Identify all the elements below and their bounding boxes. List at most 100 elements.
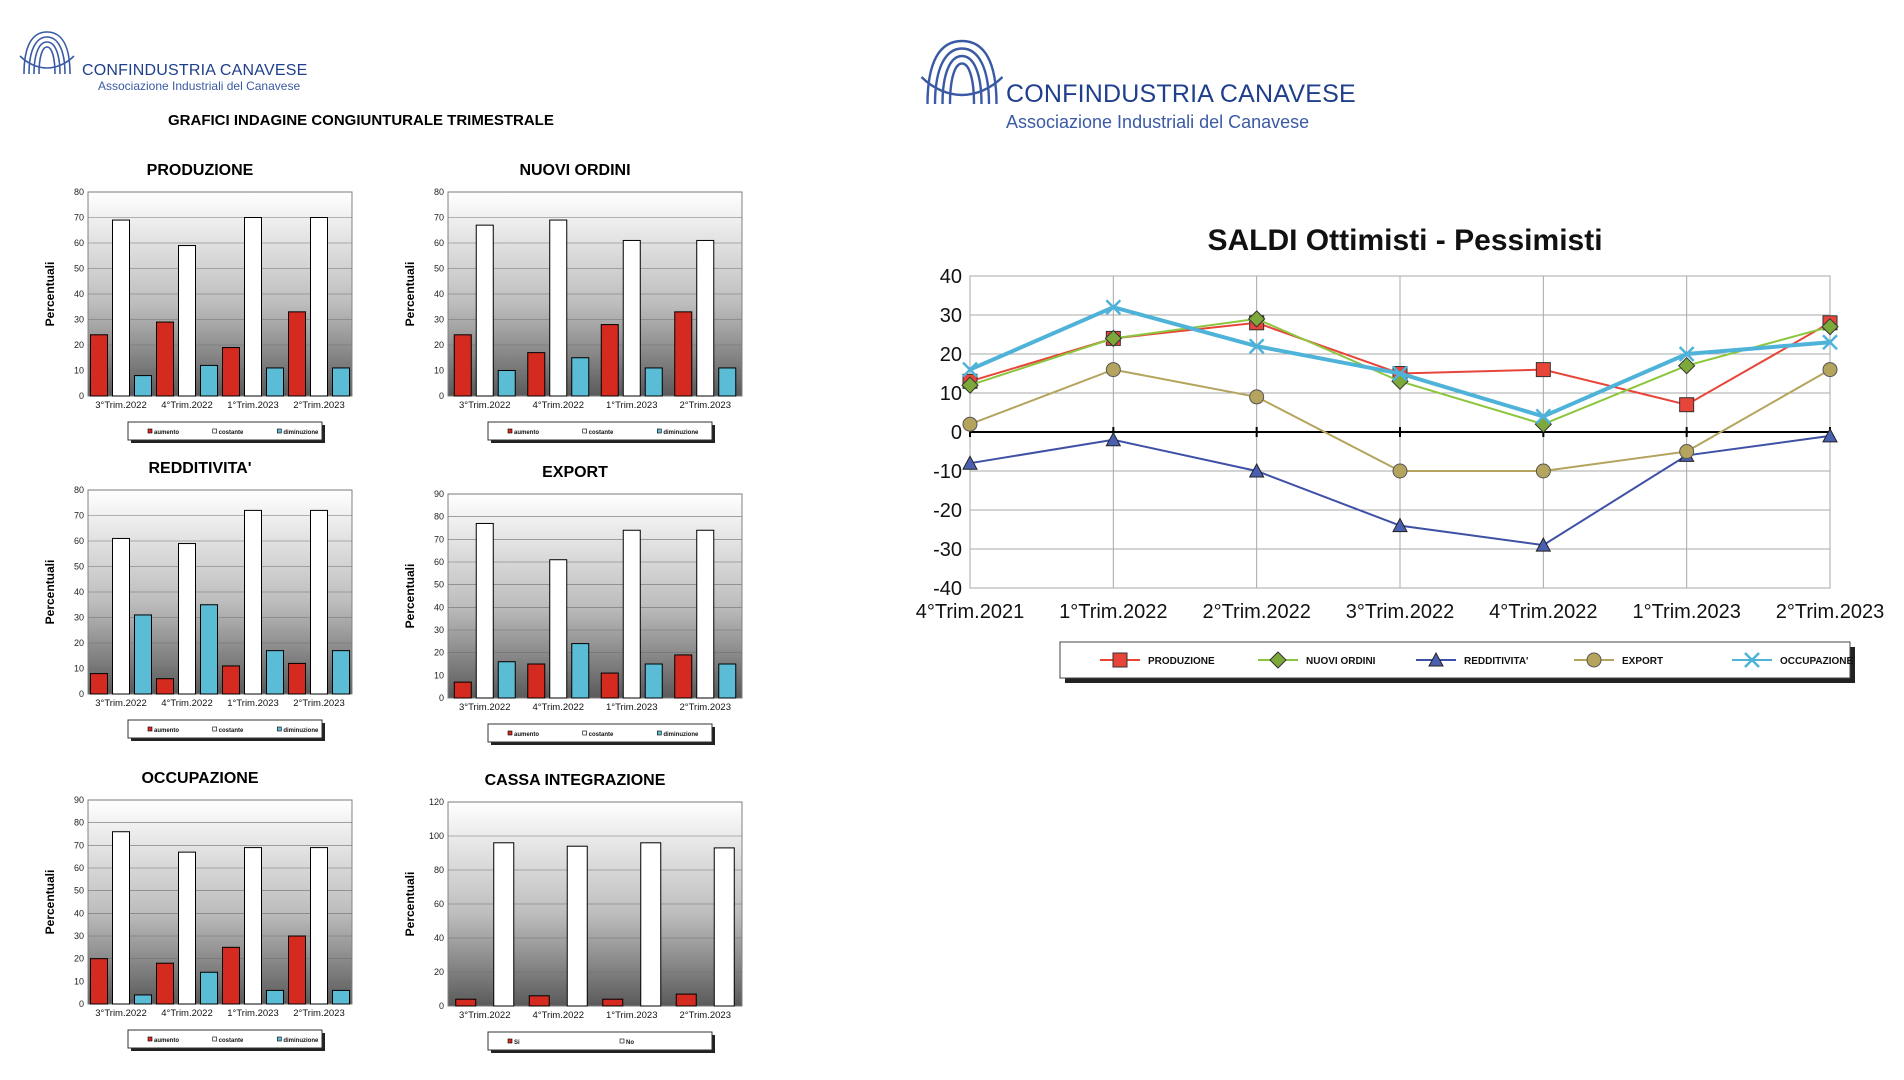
legend-label: REDDITIVITA': [1464, 656, 1528, 667]
legend-label: costante: [589, 430, 614, 436]
x-tick-label: 2°Trim.2023: [293, 400, 345, 411]
bar: [600, 324, 619, 397]
x-tick-label: 3°Trim.2022: [95, 400, 147, 411]
legend-swatch: [277, 428, 282, 434]
bar: [112, 831, 130, 1005]
data-point: [1269, 651, 1287, 669]
legend-swatch: [657, 428, 662, 434]
data-point: [1392, 463, 1408, 479]
data-point: [1249, 389, 1265, 405]
data-point: [961, 376, 979, 394]
data-point: [1586, 652, 1602, 668]
y-tick-label: 40: [434, 602, 444, 612]
x-tick-label: 4°Trim.2022: [161, 698, 213, 709]
x-tick-label: 3°Trim.2022: [459, 400, 511, 411]
y-tick-label: 70: [74, 213, 84, 223]
bar: [156, 962, 174, 1005]
bar: [713, 847, 735, 1007]
x-tick-label: 4°Trim.2022: [161, 400, 213, 411]
y-tick-label: 30: [74, 931, 84, 941]
bar: [244, 509, 262, 695]
y-tick-label: 0: [439, 391, 444, 401]
y-tick-label: 80: [434, 187, 444, 197]
bar: [200, 971, 218, 1005]
chart-export: EXPORT 0 10 20 30 40 50 60 70 80 90 Percentuali 3°T…: [400, 462, 750, 752]
legend-label: PRODUZIONE: [1148, 656, 1215, 667]
chart-title: SALDI Ottimisti - Pessimisti: [1207, 224, 1603, 257]
y-tick-label: 10: [74, 976, 84, 986]
bar: [178, 543, 196, 695]
page-title: GRAFICI INDAGINE CONGIUNTURALE TRIMESTRA…: [168, 112, 554, 129]
chart-title: NUOVI ORDINI: [519, 162, 631, 179]
chart-redditivita: REDDITIVITA' 0 10 20 30 40 50 60 70 80 Percentual…: [40, 458, 360, 748]
bar: [718, 367, 737, 397]
y-tick-label: 60: [434, 238, 444, 248]
bar: [644, 663, 663, 699]
y-tick-label: 80: [434, 865, 444, 875]
bar: [674, 311, 693, 397]
y-tick-label: 30: [434, 315, 444, 325]
legend-label: diminuzione: [283, 1038, 319, 1044]
bar: [200, 364, 218, 397]
x-tick-label: 2°Trim.2023: [680, 1010, 732, 1021]
bar: [675, 993, 697, 1007]
y-tick-label: 20: [940, 344, 962, 366]
chart-export-svg: 0 10 20 30 40 50 60 70 80 90 Percentuali 3°Trim.202…: [403, 489, 743, 745]
bar: [475, 224, 494, 397]
confindustria-logo-icon: [920, 39, 1004, 105]
y-axis-label: Percentuali: [403, 872, 417, 937]
legend-label: diminuzione: [283, 728, 319, 734]
bar: [90, 673, 108, 695]
bar: [527, 352, 546, 397]
left-logo-subtitle: Associazione Industriali del Canavese: [98, 79, 301, 93]
bar: [288, 662, 306, 695]
y-tick-label: 20: [74, 340, 84, 350]
legend-label: No: [626, 1040, 634, 1046]
bar: [497, 370, 516, 397]
chart-nuovi-ordini-svg: 0 10 20 30 40 50 60 70 80 Percentuali 3°Trim.2022 4…: [403, 187, 743, 443]
legend-label: aumento: [154, 430, 179, 436]
y-axis-label: Percentuali: [403, 262, 417, 327]
y-tick-label: 120: [429, 797, 444, 807]
y-tick-label: 80: [74, 187, 84, 197]
bar: [244, 847, 262, 1005]
right-logo-subtitle: Associazione Industriali del Canavese: [1006, 112, 1310, 132]
x-tick-label: 3°Trim.2022: [459, 702, 511, 713]
bar: [90, 334, 108, 397]
bar: [527, 663, 546, 699]
y-tick-label: 50: [434, 580, 444, 590]
chart-produzione-svg: 0 10 20 30 40 50 60 70 80 Percentuali 3°Trim.2022 4…: [43, 187, 353, 443]
y-tick-label: 80: [74, 818, 84, 828]
y-tick-label: 60: [74, 863, 84, 873]
x-tick-label: 2°Trim.2022: [1202, 601, 1310, 623]
bar: [156, 678, 174, 695]
bar: [622, 239, 641, 397]
y-tick-label: 20: [434, 648, 444, 658]
y-tick-label: 20: [74, 638, 84, 648]
right-logo: CONFINDUSTRIA CANAVESE Associazione Indu…: [918, 32, 1378, 142]
y-tick-label: 40: [74, 289, 84, 299]
bar: [310, 509, 328, 695]
chart-title: REDDITIVITA': [148, 460, 252, 477]
x-tick-label: 3°Trim.2022: [459, 1010, 511, 1021]
legend: [487, 1031, 713, 1051]
x-tick-label: 2°Trim.2023: [680, 702, 732, 713]
legend-label: diminuzione: [663, 430, 699, 436]
y-tick-label: 30: [74, 613, 84, 623]
bar: [134, 375, 152, 397]
data-point: [1535, 463, 1551, 479]
plot-area: [87, 799, 353, 1005]
y-tick-label: 0: [951, 422, 962, 444]
data-point: [962, 416, 978, 432]
chart-saldi: SALDI Ottimisti - Pessimisti 40 30 20 10 0 -1…: [910, 210, 1900, 690]
y-axis-label: Percentuali: [43, 560, 57, 625]
data-point: [1821, 317, 1839, 336]
bar: [622, 529, 641, 699]
bar: [571, 643, 590, 699]
bar: [266, 367, 284, 397]
x-tick-label: 3°Trim.2022: [1346, 601, 1454, 623]
y-tick-label: 40: [434, 933, 444, 943]
legend-swatch: [582, 428, 587, 434]
y-tick-label: 20: [74, 954, 84, 964]
y-tick-label: 50: [74, 562, 84, 572]
